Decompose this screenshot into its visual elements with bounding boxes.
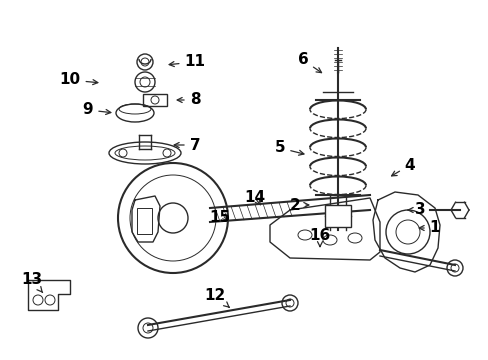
Text: 14: 14 [244,190,265,206]
Text: 15: 15 [209,211,230,225]
Text: 6: 6 [297,53,321,73]
Text: 3: 3 [407,202,425,217]
Text: 12: 12 [204,288,229,307]
Text: 5: 5 [274,140,304,156]
Bar [325,205,350,227]
Text: 13: 13 [21,273,42,292]
Text: 10: 10 [60,72,98,87]
Text: 9: 9 [82,103,111,117]
Text: 2: 2 [289,198,308,212]
Text: 8: 8 [177,93,200,108]
Bar [137,208,152,234]
Text: 7: 7 [174,138,200,153]
Text: 16: 16 [309,228,330,247]
Text: 11: 11 [169,54,205,69]
Text: 4: 4 [391,158,414,176]
Bar [142,94,167,106]
Text: 1: 1 [418,220,439,235]
